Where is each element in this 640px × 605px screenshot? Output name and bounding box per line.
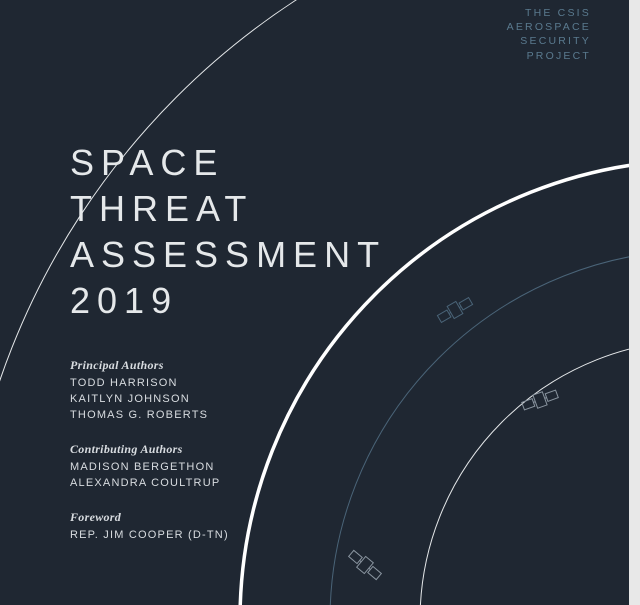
report-title: SPACE THREAT ASSESSMENT 2019 <box>70 140 386 324</box>
header-line: AEROSPACE <box>507 20 591 34</box>
section-label: Contributing Authors <box>70 442 229 457</box>
title-line: THREAT <box>70 186 386 232</box>
author-name: MADISON BERGETHON <box>70 460 229 476</box>
page-edge-strip <box>629 0 640 605</box>
author-name: KAITLYN JOHNSON <box>70 392 229 408</box>
header-org: THE CSIS AEROSPACE SECURITY PROJECT <box>507 6 591 63</box>
section-label: Foreword <box>70 510 229 525</box>
title-line: 2019 <box>70 278 386 324</box>
header-line: PROJECT <box>507 49 591 63</box>
satellite-icon <box>521 387 560 412</box>
section-label: Principal Authors <box>70 358 229 373</box>
report-cover: THE CSIS AEROSPACE SECURITY PROJECT SPAC… <box>0 0 629 605</box>
title-line: ASSESSMENT <box>70 232 386 278</box>
contributing-authors: Contributing Authors MADISON BERGETHON A… <box>70 442 229 492</box>
author-name: REP. JIM COOPER (D-TN) <box>70 528 229 544</box>
header-line: THE CSIS <box>507 6 591 20</box>
satellite-icon <box>347 548 384 582</box>
satellite-icon <box>436 295 474 325</box>
principal-authors: Principal Authors TODD HARRISON KAITLYN … <box>70 358 229 424</box>
authors-block: Principal Authors TODD HARRISON KAITLYN … <box>70 358 229 562</box>
foreword-author: Foreword REP. JIM COOPER (D-TN) <box>70 510 229 544</box>
orbit-inner <box>420 340 629 605</box>
header-line: SECURITY <box>507 34 591 48</box>
title-line: SPACE <box>70 140 386 186</box>
author-name: ALEXANDRA COULTRUP <box>70 476 229 492</box>
author-name: THOMAS G. ROBERTS <box>70 408 229 424</box>
author-name: TODD HARRISON <box>70 376 229 392</box>
